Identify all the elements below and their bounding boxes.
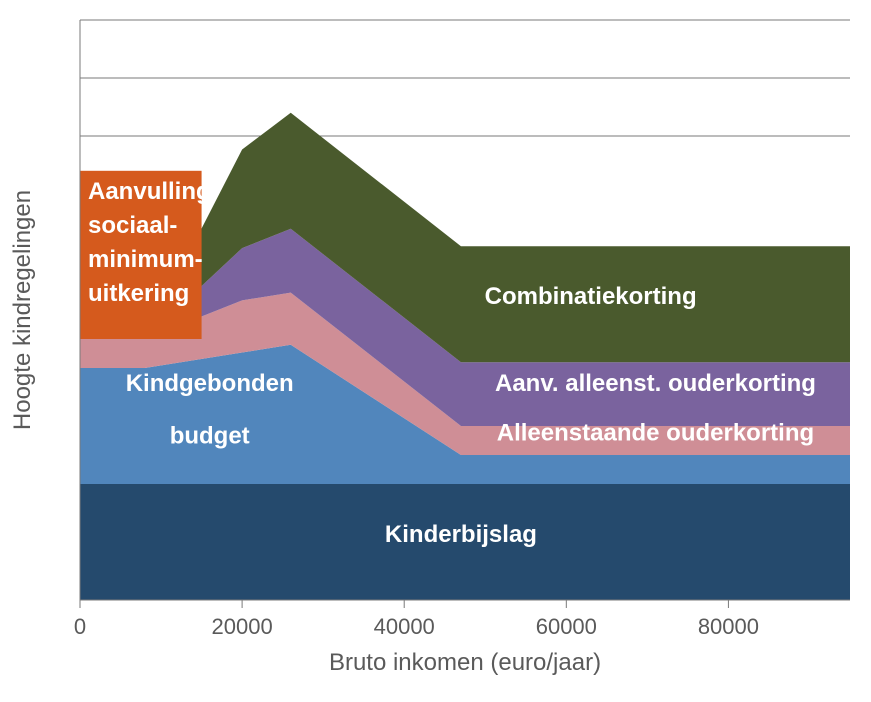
overlay-label: uitkering [88, 280, 189, 307]
series-label: Kinderbijslag [385, 521, 537, 548]
series-label: Kindgebonden [126, 370, 294, 397]
x-tick-label: 60000 [536, 614, 597, 639]
series-label: Aanv. alleenst. ouderkorting [495, 370, 816, 397]
overlay-label: Aanvulling [88, 178, 211, 205]
x-axis-title: Bruto inkomen (euro/jaar) [329, 649, 601, 676]
series-label: Alleenstaande ouderkorting [497, 420, 814, 447]
x-tick-label: 20000 [212, 614, 273, 639]
series-label: budget [170, 422, 250, 449]
overlay-label: sociaal- [88, 212, 177, 239]
stacked-area-chart: 0 20000 40000 60000 80000 Bruto inkomen (euro… [0, 0, 871, 702]
x-tick-label: 80000 [698, 614, 759, 639]
chart-svg: 0 20000 40000 60000 80000 Bruto inkomen (euro… [0, 0, 871, 702]
x-tick-label: 40000 [374, 614, 435, 639]
overlay-label: minimum- [88, 246, 203, 273]
y-axis-title: Hoogte kindregelingen [9, 190, 36, 430]
series-label: Combinatiekorting [485, 283, 697, 310]
x-tick-label: 0 [74, 614, 86, 639]
